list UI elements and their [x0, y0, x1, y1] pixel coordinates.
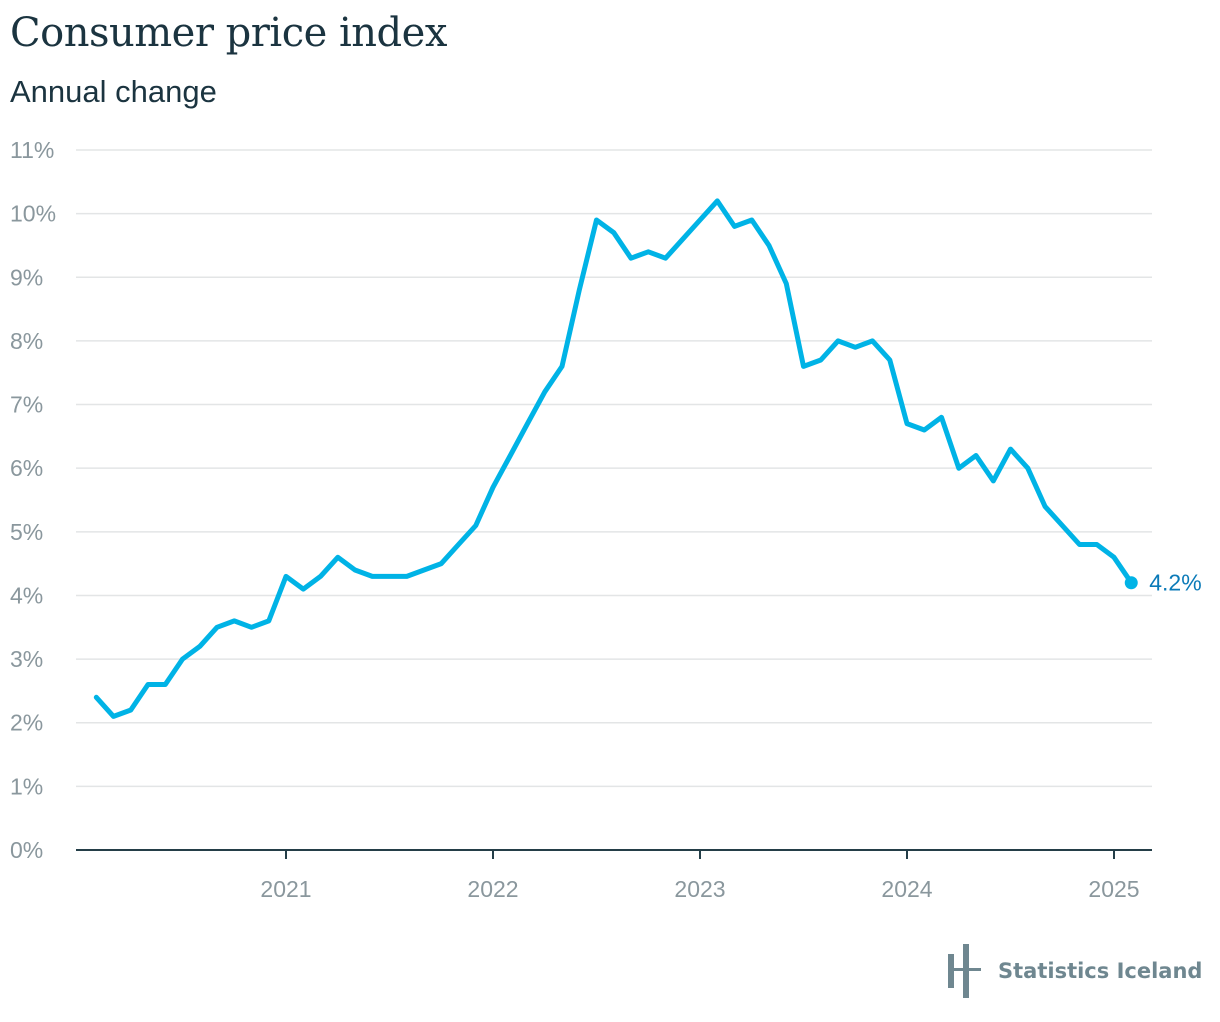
x-tick-label: 2023	[674, 876, 725, 902]
y-tick-label: 9%	[10, 264, 43, 290]
logo-mark-icon	[948, 944, 981, 998]
y-tick-label: 3%	[10, 646, 43, 672]
statistics-iceland-logo: Statistics Iceland	[944, 944, 1202, 998]
y-tick-label: 6%	[10, 455, 43, 481]
x-tick-label: 2022	[467, 876, 518, 902]
y-tick-label: 10%	[10, 201, 56, 227]
y-tick-label: 11%	[10, 137, 54, 163]
x-tick-label: 2024	[881, 876, 932, 902]
series-line-annual-change	[93, 198, 1134, 719]
logo-text: Statistics Iceland	[998, 959, 1203, 983]
end-point-marker	[1124, 576, 1138, 590]
y-tick-label: 0%	[10, 837, 43, 863]
end-value-label: 4.2%	[1149, 570, 1201, 596]
y-tick-label: 4%	[10, 582, 43, 608]
y-tick-label: 7%	[10, 392, 43, 418]
y-tick-label: 1%	[10, 773, 43, 799]
chart-subtitle: Annual change	[10, 74, 217, 109]
y-tick-label: 5%	[10, 519, 43, 545]
x-tick-label: 2025	[1088, 876, 1139, 902]
y-tick-label: 8%	[10, 328, 43, 354]
y-tick-label: 2%	[10, 710, 43, 736]
chart-title: Consumer price index	[10, 10, 447, 56]
x-tick-label: 2021	[260, 876, 311, 902]
